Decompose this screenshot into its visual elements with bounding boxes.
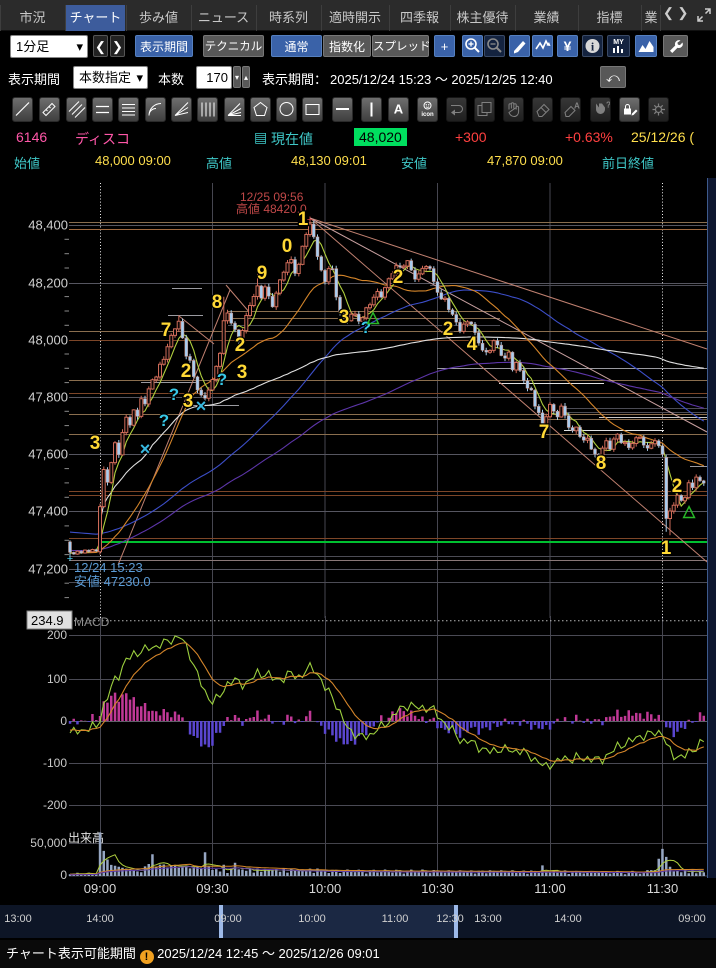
svg-text:2: 2 bbox=[181, 361, 192, 382]
svg-text:3: 3 bbox=[237, 362, 248, 383]
svg-text:14:00: 14:00 bbox=[554, 913, 582, 925]
svg-text:9: 9 bbox=[257, 263, 268, 284]
svg-text:1: 1 bbox=[661, 538, 672, 559]
svg-text:2: 2 bbox=[235, 335, 246, 356]
svg-text:2: 2 bbox=[393, 267, 404, 288]
svg-text:0: 0 bbox=[282, 236, 293, 257]
svg-text:出来高: 出来高 bbox=[68, 830, 104, 845]
svg-text:icon: icon bbox=[421, 112, 434, 118]
svg-text:-200: -200 bbox=[43, 798, 67, 812]
svg-text:11:00: 11:00 bbox=[382, 913, 409, 925]
svg-text:13:00: 13:00 bbox=[474, 913, 502, 925]
svg-text:0: 0 bbox=[60, 714, 67, 728]
svg-text:+: + bbox=[67, 553, 73, 565]
svg-text:12/24 15:23: 12/24 15:23 bbox=[74, 560, 143, 575]
svg-text:8: 8 bbox=[596, 453, 607, 474]
svg-text:11:30: 11:30 bbox=[647, 881, 679, 896]
svg-text:47,400: 47,400 bbox=[28, 504, 68, 519]
svg-text:48,200: 48,200 bbox=[28, 276, 68, 291]
svg-text:7: 7 bbox=[539, 422, 550, 443]
svg-text:?: ? bbox=[169, 385, 179, 404]
svg-text:50,000: 50,000 bbox=[30, 836, 67, 850]
svg-text:3: 3 bbox=[183, 391, 194, 412]
svg-text:安値 47230.0: 安値 47230.0 bbox=[74, 574, 151, 589]
svg-text:△: △ bbox=[366, 309, 380, 326]
svg-text:7: 7 bbox=[161, 320, 172, 341]
svg-text:12:30: 12:30 bbox=[436, 913, 464, 925]
svg-text:△: △ bbox=[682, 503, 696, 520]
svg-text:MY: MY bbox=[613, 39, 624, 46]
svg-text:?: ? bbox=[606, 101, 610, 110]
svg-text:47,200: 47,200 bbox=[28, 562, 68, 577]
svg-text:¥: ¥ bbox=[564, 38, 572, 54]
svg-text:8: 8 bbox=[212, 292, 223, 313]
svg-text:10:30: 10:30 bbox=[421, 881, 454, 896]
svg-text:100: 100 bbox=[47, 672, 67, 686]
svg-text:A: A bbox=[574, 102, 580, 111]
svg-text:MACD: MACD bbox=[74, 615, 110, 629]
svg-text:09:30: 09:30 bbox=[196, 881, 229, 896]
svg-text:12/25 09:56: 12/25 09:56 bbox=[240, 190, 304, 204]
svg-text:48,000: 48,000 bbox=[28, 333, 68, 348]
svg-text:4: 4 bbox=[467, 334, 478, 355]
svg-text:+: + bbox=[307, 214, 313, 226]
svg-text:?: ? bbox=[217, 370, 227, 389]
svg-text:200: 200 bbox=[47, 628, 67, 642]
svg-text:47,800: 47,800 bbox=[28, 390, 68, 405]
svg-text:A: A bbox=[394, 102, 404, 117]
svg-text:1: 1 bbox=[298, 209, 309, 230]
svg-text:09:00: 09:00 bbox=[214, 913, 242, 925]
svg-text:48,400: 48,400 bbox=[28, 218, 68, 233]
svg-text:?: ? bbox=[361, 318, 371, 337]
svg-text:13:00: 13:00 bbox=[4, 913, 32, 925]
svg-text:?: ? bbox=[159, 411, 169, 430]
svg-text:3: 3 bbox=[339, 307, 350, 328]
svg-text:09:00: 09:00 bbox=[84, 881, 117, 896]
svg-text:-100: -100 bbox=[43, 756, 67, 770]
svg-text:2: 2 bbox=[443, 319, 454, 340]
svg-text:i: i bbox=[591, 40, 595, 54]
svg-text:2: 2 bbox=[672, 476, 683, 497]
svg-text:10:00: 10:00 bbox=[309, 881, 342, 896]
svg-text:3: 3 bbox=[90, 433, 101, 454]
svg-text:10:00: 10:00 bbox=[298, 913, 326, 925]
svg-text:09:00: 09:00 bbox=[678, 913, 706, 925]
svg-text:0: 0 bbox=[60, 868, 67, 882]
svg-text:高値 48420.0: 高値 48420.0 bbox=[236, 201, 307, 216]
svg-text:234.9: 234.9 bbox=[31, 613, 64, 628]
svg-text:14:00: 14:00 bbox=[86, 913, 114, 925]
svg-text:47,600: 47,600 bbox=[28, 447, 68, 462]
svg-text:11:00: 11:00 bbox=[534, 881, 566, 896]
svg-text:×: × bbox=[196, 396, 207, 416]
svg-text:×: × bbox=[140, 439, 151, 459]
